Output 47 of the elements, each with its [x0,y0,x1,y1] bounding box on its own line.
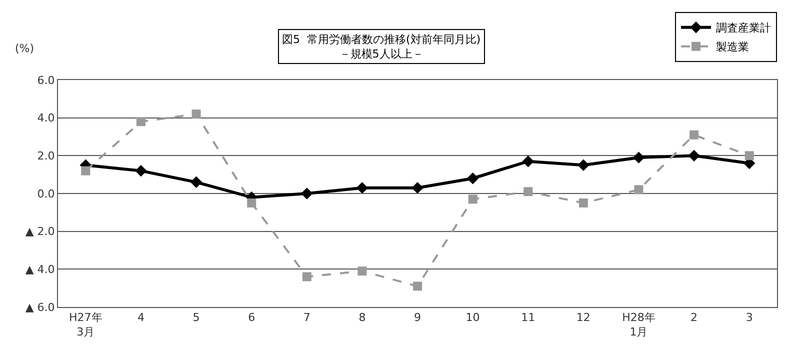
x-tick-label: 3 [746,311,753,324]
x-tick-label: 12 [576,311,590,324]
point [468,194,478,204]
x-tick-label: 5 [192,311,200,324]
point [690,130,699,140]
point [81,166,90,176]
point [358,266,367,276]
x-tick-label: 8 [358,311,366,324]
y-tick-label: 2.0 [37,150,55,163]
y-tick-label: ▲ 6.0 [25,300,55,314]
x-tick-label: 4 [137,311,144,324]
point [522,155,534,168]
point [356,182,368,194]
y-axis-title: (%) [15,42,34,55]
x-tick-label: 11 [521,311,536,324]
point [688,150,700,162]
point [578,159,590,171]
point [135,164,147,177]
y-tick-label: ▲ 4.0 [25,263,55,276]
point [302,272,312,282]
x-tick-label: H27年 3月 [69,311,102,338]
x-tick-label: 7 [303,311,310,324]
y-tick-label: 0.0 [37,187,55,200]
point [136,117,146,126]
x-tick-label: 6 [248,311,256,324]
x-tick-label: 2 [690,311,698,324]
point [192,110,201,119]
point [634,185,644,194]
point [301,188,313,200]
point [247,198,256,208]
x-tick-label: 9 [414,311,421,324]
x-tick-label: H28年 1月 [622,311,656,338]
point [578,198,588,208]
point [413,282,422,291]
legend-label: 製造業 [716,40,749,54]
y-tick-label: 6.0 [37,74,55,87]
y-tick-label: ▲ 2.0 [25,225,55,238]
point [412,182,424,194]
y-tick-label: 4.0 [37,112,55,125]
point [632,152,645,164]
x-tick-label: 10 [466,311,480,324]
point [744,151,754,160]
legend-label: 調査産業計 [716,22,771,35]
point [524,187,533,196]
chart-title: 図5 常用労働者数の推移(対前年同月比) －規模5人以上－ [282,33,481,60]
point [190,176,202,188]
point [466,172,479,184]
